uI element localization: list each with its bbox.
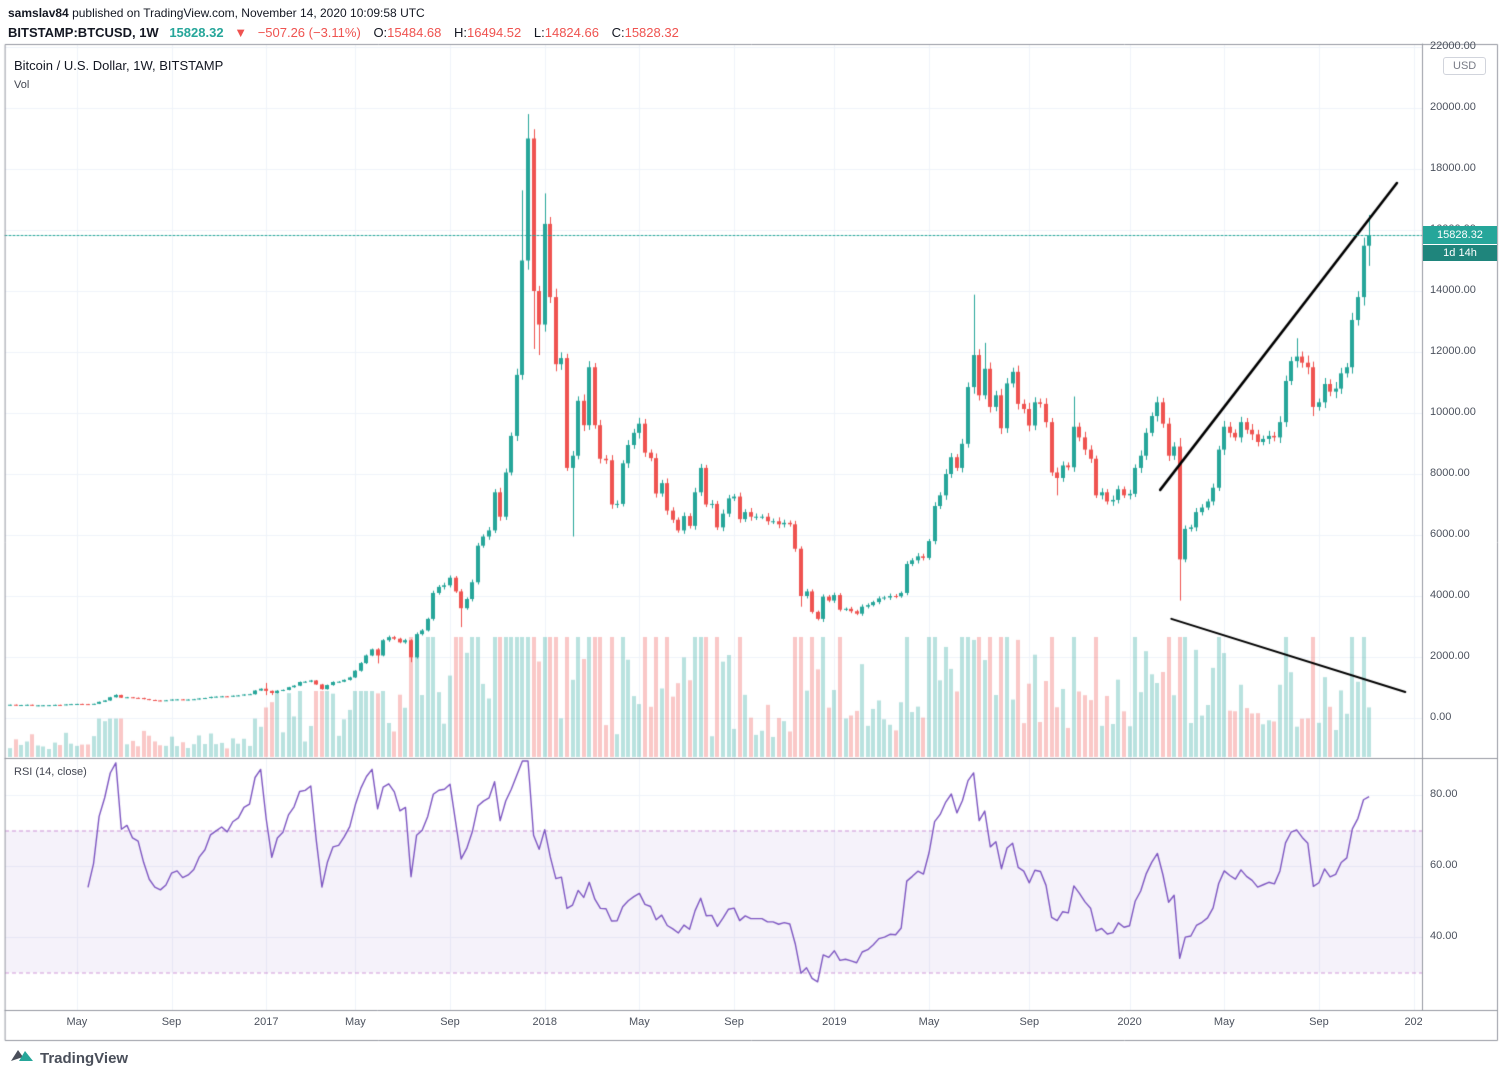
volume-indicator-label: Vol (14, 79, 30, 91)
tradingview-wordmark: TradingView (40, 1050, 129, 1067)
close-value: 15828.32 (624, 25, 679, 40)
time-axis-label: 2017 (253, 1016, 279, 1028)
time-axis-label: Sep (161, 1016, 182, 1028)
time-axis-label: 2019 (822, 1016, 847, 1028)
time-axis-label: 2020 (1117, 1016, 1142, 1028)
open-value: 15484.68 (387, 25, 442, 40)
time-axis-label: Sep (1019, 1016, 1040, 1028)
pane-legend: Bitcoin / U.S. Dollar, 1W, BITSTAMP (14, 58, 224, 73)
time-axis-label: May (918, 1016, 940, 1028)
close-label: C: (611, 25, 625, 40)
currency-toggle-button[interactable]: USD (1443, 57, 1487, 75)
publish-info: samslav84 published on TradingView.com, … (8, 6, 425, 20)
time-axis-label: 202 (1404, 1016, 1422, 1028)
low-value: 14824.66 (544, 25, 599, 40)
time-axis-label: May (344, 1016, 366, 1028)
time-axis-label: Sep (440, 1016, 460, 1028)
low-label: L: (533, 25, 545, 40)
time-axis-label: May (66, 1016, 88, 1028)
time-axis[interactable]: May Sep 2017 May Sep 2018 May Sep 2019 May Sep 2020… (0, 1010, 1422, 1040)
publish-text: published on TradingView.com, November 1… (68, 6, 425, 20)
rsi-indicator-label: RSI (14, close) (14, 766, 87, 778)
open-label: O: (373, 25, 388, 40)
bar-countdown-tag: 1d 14h (1423, 245, 1497, 262)
tradingview-logo-icon (10, 1046, 34, 1071)
time-axis-label: Sep (1309, 1016, 1329, 1028)
direction-icon: ▼ (234, 25, 248, 40)
price-change: −507.26 (−3.11%) (257, 25, 361, 40)
high-label: H: (454, 25, 468, 40)
time-axis-label: Sep (724, 1016, 744, 1028)
time-axis-label: May (1213, 1016, 1235, 1028)
time-axis-label: May (629, 1016, 650, 1028)
time-axis-label: 2018 (532, 1016, 557, 1028)
username: samslav84 (8, 6, 69, 20)
current-price-tag: 15828.32 (1423, 226, 1497, 245)
symbol-header: BITSTAMP:BTCUSD, 1W 15828.32 ▼ −507.26 (… (8, 25, 679, 40)
tradingview-logo[interactable]: TradingView (10, 1046, 128, 1071)
symbol-name: BITSTAMP:BTCUSD, 1W (8, 25, 159, 40)
last-price: 15828.32 (169, 25, 224, 40)
high-value: 16494.52 (467, 25, 522, 40)
